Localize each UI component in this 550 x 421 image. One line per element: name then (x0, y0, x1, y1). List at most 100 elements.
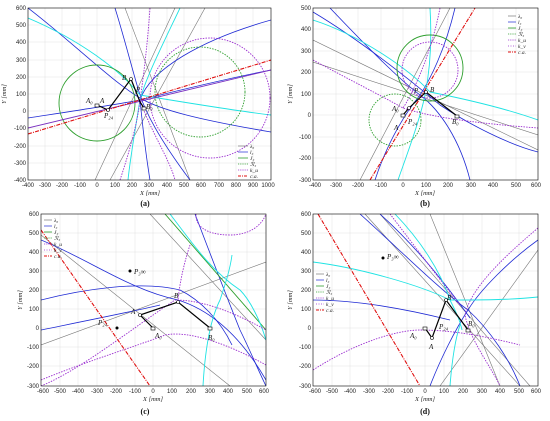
panel-b-legend-l3: l₃ (518, 20, 522, 26)
panel-d-ytick: 400 (301, 250, 312, 256)
panel-d-joints (381, 256, 471, 340)
panel-c-ylabel: Y [mm] (17, 290, 24, 310)
panel-a-label-P24: P₂₄ (103, 112, 114, 120)
panel-d-xtick: -600 (309, 389, 322, 395)
panel-d-ytick: 100 (301, 307, 312, 313)
panel-c-ytick: -200 (27, 364, 40, 370)
panel-d-legend-ca: c.a. (326, 308, 334, 314)
panel-d-xtick: 400 (495, 389, 506, 395)
panel-b-xtick: 400 (488, 183, 499, 189)
panel-b-r3-circle (368, 93, 422, 147)
panel-a-legend: λ₀ l₃ J₃ ℛ₃ k_u c.a. (238, 144, 258, 180)
panel-a-ca-line (28, 59, 271, 135)
panel-b-xtick: -400 (309, 183, 322, 189)
panel-c-legend: λ₀ l₃ J₃ ℛ₃ k_u k_v c.a. (44, 218, 62, 260)
panel-c-ytick: -300 (27, 384, 40, 390)
panel-a-ku-curves (119, 8, 271, 180)
panel-c-label-A: A (130, 308, 136, 316)
panel-b-label-A: A (393, 124, 399, 132)
panel-d-legend-ku: k_u (326, 296, 334, 302)
panel-c-xtick: 600 (259, 389, 270, 395)
panel-b-xtick: -200 (352, 183, 365, 189)
panel-a-caption: (a) (140, 199, 150, 208)
panel-a-ytick: 300 (16, 58, 27, 64)
panel-d-l3-curves (313, 214, 538, 386)
panel-c-label-B0: B₀ (208, 334, 215, 342)
panel-b-legend-j3: J₃ (518, 26, 522, 32)
panel-a: A₀ B₀ A B P₂₄ P λ₀ l₃ J₃ ℛ₃ k_u c.a. (1, 6, 275, 208)
panel-d-ytick: 600 (301, 212, 312, 218)
panel-a-legend-l3: l₃ (250, 150, 254, 156)
panel-d-xticks: -600 -500 -400 -300 -200 -100 0 100 200 … (309, 389, 542, 395)
panel-c-legend-kv: k_v (54, 248, 62, 254)
panel-d-frame (312, 213, 539, 387)
panel-a-ytick: 600 (16, 6, 27, 12)
panel-d-caption: (d) (420, 407, 430, 416)
panel-a-purple-line (28, 69, 271, 129)
panel-a-ytick: 500 (16, 23, 27, 29)
panel-d-xlabel: X [mm] (414, 396, 436, 403)
panel-c-xtick: -300 (91, 389, 104, 395)
panel-d-xtick: -100 (401, 389, 414, 395)
panel-a-label-B0: B₀ (146, 103, 153, 111)
panel-a-grid (28, 8, 271, 180)
panel-c-label-A0: A₀ (154, 332, 162, 340)
panel-d-label-A0: A₀ (409, 332, 417, 340)
panel-b-ylabel: Y [mm] (287, 84, 294, 104)
panel-b-frame (312, 7, 539, 181)
panel-b-xticks: -400 -300 -200 -100 0 100 200 300 400 50… (309, 183, 542, 189)
panel-b-label-B0: B₀ (452, 118, 459, 126)
panel-d-ytick: 300 (301, 269, 312, 275)
panel-d-ku-curves (313, 214, 538, 386)
panel-c-ytick: 400 (29, 250, 40, 256)
panel-b-legend-ku: k_u (518, 38, 526, 44)
panel-c-grid (41, 214, 266, 386)
panel-a-xtick: 600 (196, 183, 207, 189)
panel-a-ytick: -300 (14, 161, 27, 167)
panel-b-ku-curves (313, 8, 538, 129)
panel-b-xtick: 300 (466, 183, 477, 189)
panel-b-ytick: 500 (301, 6, 312, 12)
panel-c-ytick: 0 (36, 326, 40, 332)
panel-a-ytick: -100 (14, 126, 27, 132)
panel-b-xtick: 0 (401, 183, 405, 189)
panel-a-legend-ku: k_u (250, 168, 258, 174)
panel-c-xtick: 400 (223, 389, 234, 395)
panel-a-xtick: -400 (22, 183, 35, 189)
panel-c-legend-ku: k_u (54, 242, 62, 248)
panel-b-ytick: 0 (308, 113, 312, 119)
panel-b-j3-circle (396, 34, 464, 102)
panel-d-xtick: 500 (514, 389, 525, 395)
panel-d-xtick: -200 (382, 389, 395, 395)
panel-a-legend-r3: ℛ₃ (250, 161, 256, 168)
panel-d: A₀ B₀ A B P₂₄ P₃∞ λ₀ l₃ J₃ ℛ₃ k_u k_v c.… (287, 212, 542, 416)
panel-c-ku-curves (41, 214, 266, 386)
panel-d-ylabel: Y [mm] (287, 290, 294, 310)
panel-b-label-A0: A₀ (391, 105, 399, 113)
panel-a-xtick: -100 (74, 183, 87, 189)
panel-d-xtick: -300 (363, 389, 376, 395)
panel-a-ytick: -200 (14, 144, 27, 150)
panel-d-legend-l3: l₃ (326, 278, 330, 284)
panel-c-xlabel: X [mm] (142, 396, 164, 403)
panel-c-cyan-curves (169, 214, 266, 386)
panel-c-xticks: -600 -500 -400 -300 -200 -100 0 100 200 … (37, 389, 270, 395)
panel-a-j3-circle (58, 64, 136, 142)
panel-b-ytick: 100 (301, 92, 312, 98)
panel-d-ytick: -300 (299, 384, 312, 390)
panel-b-xtick: 500 (511, 183, 522, 189)
panel-d-xtick: 600 (531, 389, 542, 395)
panel-b-xtick: 100 (421, 183, 432, 189)
panel-b-label-B: B (430, 86, 435, 94)
panel-a-xtick: 500 (179, 183, 190, 189)
panel-c-legend-l3: l₃ (54, 224, 58, 230)
panel-b-label-P: P (413, 87, 419, 95)
panel-d-yticks: 600 500 400 300 200 100 0 -100 -200 -300 (299, 212, 312, 390)
panel-d-xtick: -500 (326, 389, 339, 395)
panel-a-joints (94, 77, 147, 112)
panel-c-xtick: -500 (54, 389, 67, 395)
panel-d-xtick: -400 (344, 389, 357, 395)
panel-b-xtick: 200 (443, 183, 454, 189)
panel-c-xtick: -100 (129, 389, 142, 395)
